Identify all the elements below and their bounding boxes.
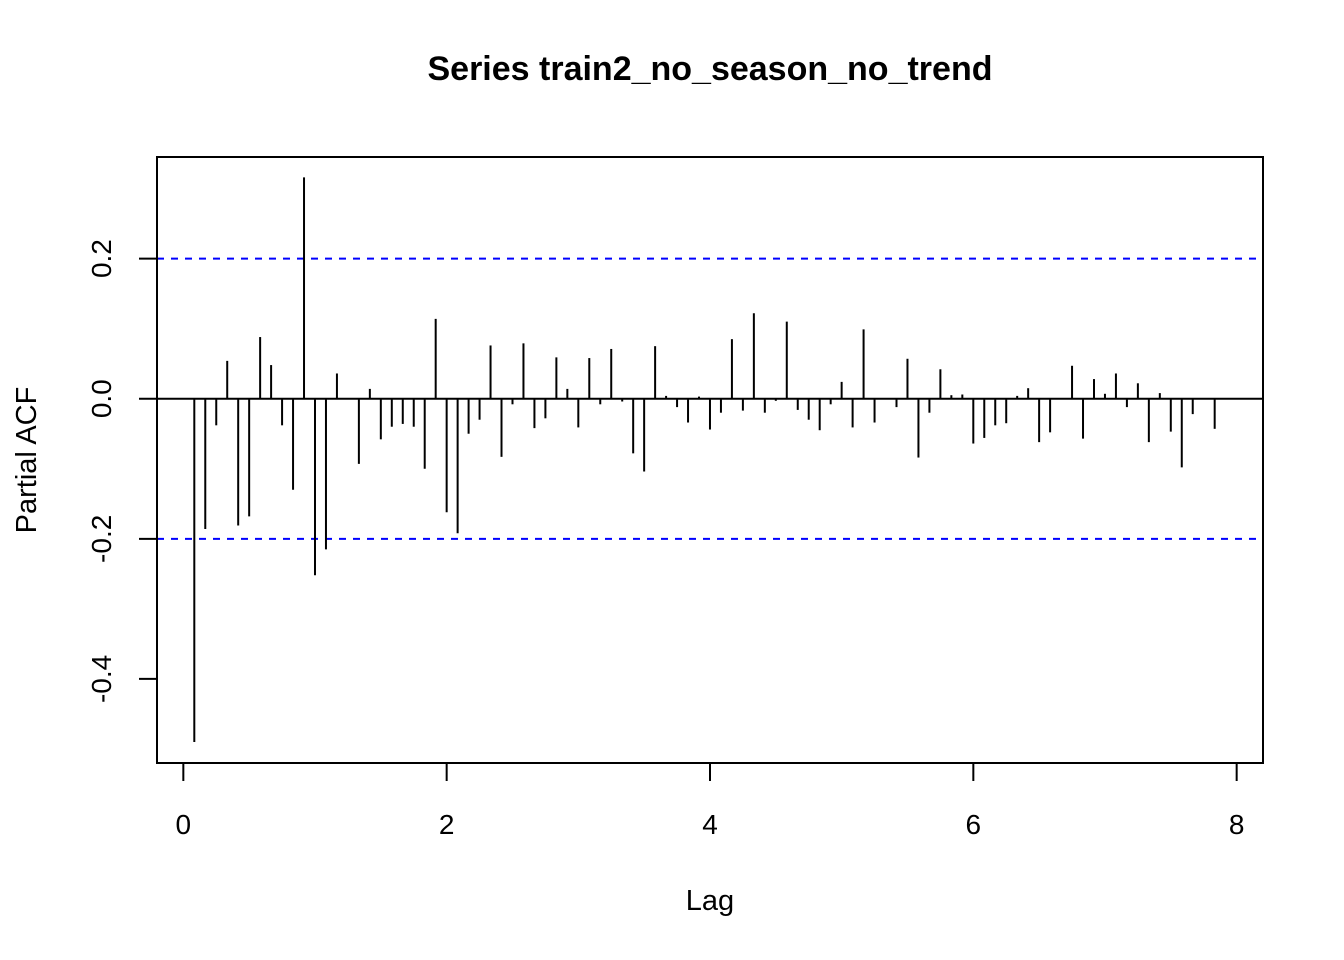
x-tick-label: 8 bbox=[1229, 809, 1245, 840]
x-axis-label: Lag bbox=[686, 885, 734, 917]
y-axis: -0.4 -0.2 0.0 0.2 bbox=[86, 239, 157, 703]
y-tick-label: 0.2 bbox=[86, 239, 117, 278]
y-tick-label: -0.2 bbox=[86, 515, 117, 563]
chart-title: Series train2_no_season_no_trend bbox=[427, 50, 992, 88]
x-axis: 0 2 4 6 8 bbox=[176, 763, 1245, 840]
x-tick-label: 2 bbox=[439, 809, 455, 840]
x-tick-label: 4 bbox=[702, 809, 718, 840]
x-tick-label: 0 bbox=[176, 809, 192, 840]
y-axis-label: Partial ACF bbox=[11, 387, 43, 534]
y-tick-label: -0.4 bbox=[86, 655, 117, 703]
plot-frame bbox=[156, 156, 1264, 764]
y-tick-label: 0.0 bbox=[86, 379, 117, 418]
x-tick-label: 6 bbox=[966, 809, 982, 840]
plot-area bbox=[157, 177, 1263, 742]
